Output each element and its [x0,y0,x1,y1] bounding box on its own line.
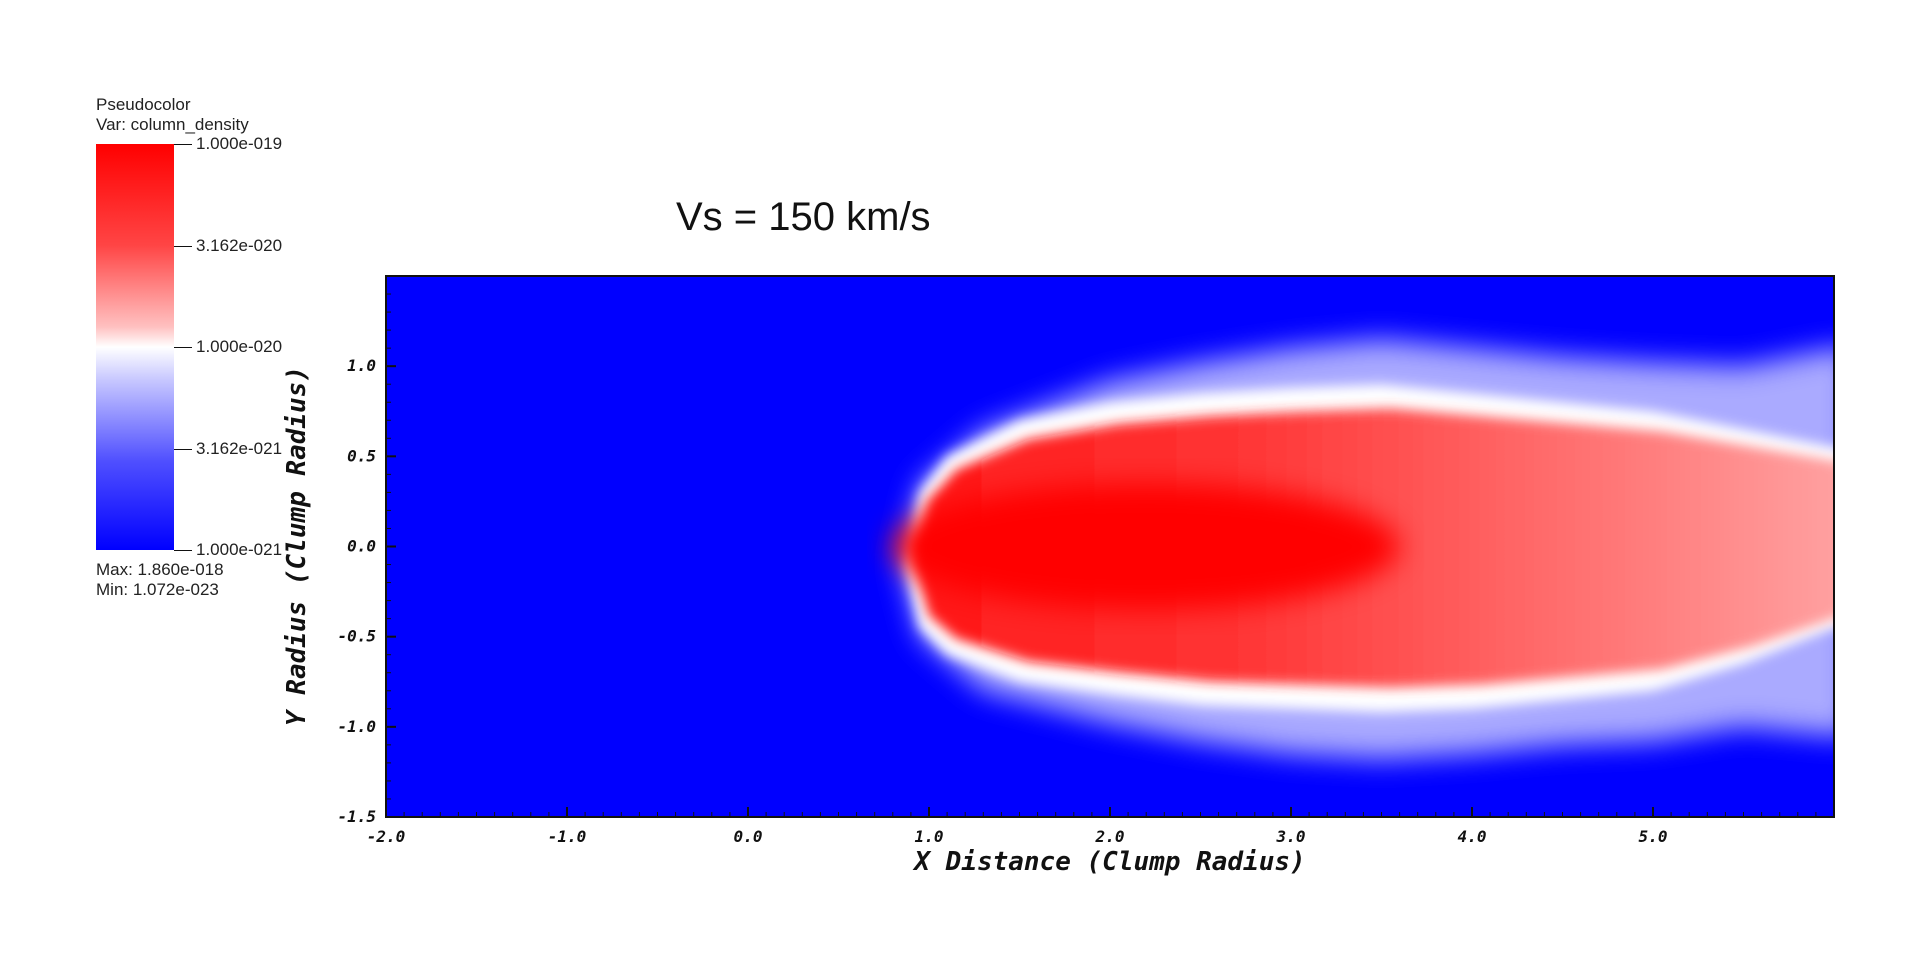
legend-tick [174,144,192,145]
legend-tick [174,347,192,348]
x-tick-label: -1.0 [548,827,587,846]
legend-plot-type: Pseudocolor [96,95,191,114]
legend-tick [174,449,192,450]
legend-tick-label: 3.162e-021 [196,439,283,458]
x-tick-label: 1.0 [915,827,944,846]
x-tick-label: 2.0 [1095,827,1125,846]
legend-variable: Var: column_density [96,115,249,134]
legend-min-max: Max: 1.860e-018 Min: 1.072e-023 [96,560,224,600]
y-tick-label: 0.5 [347,446,376,465]
x-axis-title: X Distance (Clump Radius) [912,847,1305,877]
x-tick-label: 5.0 [1639,827,1668,846]
y-tick-label: 1.0 [347,356,376,375]
legend-title: Pseudocolor Var: column_density [96,95,249,135]
legend-max: Max: 1.860e-018 [96,560,224,579]
legend-tick-label: 3.162e-020 [196,236,283,255]
legend-tick-label: 1.000e-021 [196,540,283,559]
y-tick-label: 0.0 [347,537,376,556]
y-tick-label: -1.5 [337,807,376,826]
x-tick-label: 4.0 [1458,827,1487,846]
y-axis-title: Y Radius (Clump Radius) [282,366,312,726]
y-axis: -1.5 -1.0 -0.5 0.0 0.5 1.0 [337,275,396,826]
y-tick-label: -1.0 [337,717,376,736]
x-axis: -2.0 -1.0 0.0 1.0 2.0 3.0 4.0 5.0 [367,807,1835,846]
legend-color-bar [96,144,174,550]
legend-tick-label: 1.000e-019 [196,134,283,153]
legend-tick [174,550,192,551]
legend-min: Min: 1.072e-023 [96,580,219,599]
x-tick-label: -2.0 [367,827,406,846]
color-legend: Pseudocolor Var: column_density 1.000e-0… [0,0,340,620]
plot-title: Vs = 150 km/s [676,195,931,239]
y-tick-label: -0.5 [337,627,376,646]
legend-tick-label: 1.000e-020 [196,337,283,356]
plume-hot-core [892,483,1400,610]
x-tick-label: 0.0 [734,827,763,846]
legend-tick [174,246,192,247]
x-tick-label: 3.0 [1276,827,1306,846]
